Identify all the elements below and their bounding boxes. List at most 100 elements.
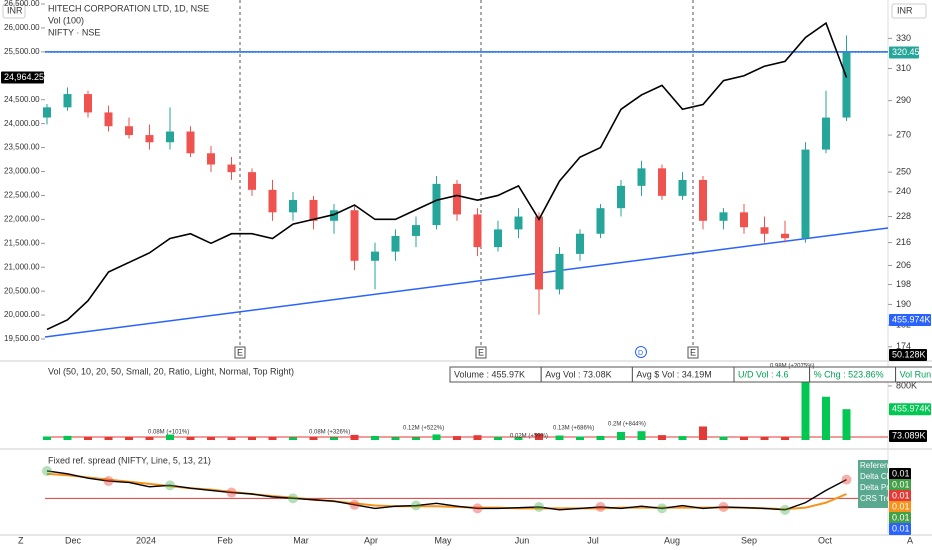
candle-body: [678, 179, 687, 196]
price-tag-label: 455.974K: [892, 314, 931, 324]
y2-tick-label: 310: [896, 63, 911, 73]
price-tag-label: 0.01: [892, 490, 910, 500]
volume-annotation: 0.2M (+844%): [608, 422, 646, 428]
candle-body: [43, 107, 51, 118]
volume-bar: [473, 435, 482, 440]
price-tag-label: 0.01: [892, 512, 910, 522]
signal-dot: [226, 487, 237, 498]
candle-body: [309, 199, 318, 221]
y-tick-label: 20,500.00: [4, 286, 40, 295]
event-label: E: [237, 347, 243, 357]
volume-bar: [699, 426, 707, 440]
volume-bar: [453, 436, 461, 440]
volume-bar: [617, 431, 625, 440]
x-tick-label: May: [434, 535, 452, 545]
stat-label: Avg $ Vol : 34.19M: [636, 369, 711, 379]
stat-label: U/D Vol : 4.6: [738, 369, 789, 379]
candle-body: [104, 112, 113, 127]
volume-annotation: 0.98M (+2075%) ...: [770, 364, 822, 370]
stat-cell: [895, 366, 932, 383]
candle-body: [289, 199, 297, 213]
candle-body: [637, 168, 646, 186]
volume-bar: [658, 435, 666, 440]
event-label: E: [478, 347, 484, 357]
signal-dot: [42, 465, 52, 476]
event-icon[interactable]: [687, 346, 699, 359]
legend-box: [858, 460, 888, 508]
y2-tick-label: 206: [896, 260, 911, 270]
volume-bar: [309, 437, 318, 440]
candle-body: [63, 94, 72, 108]
volume-bar: [104, 437, 113, 440]
stat-label: % Chg : 523.86%: [814, 369, 884, 379]
y-tick-label: 20,000.00: [4, 310, 40, 319]
price-tag-label: 455.974K: [892, 404, 931, 414]
signal-dot: [718, 501, 729, 512]
candle-body: [125, 126, 133, 136]
y2-tick-label: 198: [896, 279, 911, 289]
stat-label: Avg Vol : 73.08K: [545, 369, 611, 379]
volume-bar: [289, 437, 297, 440]
candle-body: [494, 229, 502, 248]
volume-bar: [248, 436, 256, 440]
event-label: D: [638, 350, 643, 357]
x-tick-label: Apr: [364, 535, 378, 545]
volume-bar: [596, 435, 605, 440]
compare-line: [46, 21, 848, 331]
volume-bar: [166, 434, 174, 440]
volume-bar: [84, 436, 92, 440]
y-tick-label: 21,000.00: [4, 262, 40, 271]
volume-bar: [125, 437, 133, 440]
volume-bar: [637, 431, 646, 440]
candle-body: [740, 212, 748, 228]
signal-dot: [472, 503, 483, 514]
volume-bar: [801, 373, 810, 440]
price-tag: [889, 46, 919, 59]
candle-body: [842, 52, 851, 118]
x-tick-label: Jun: [515, 535, 530, 545]
event-icon[interactable]: [234, 346, 246, 359]
y2-tick-label: 330: [896, 33, 911, 43]
candle-body: [514, 216, 523, 230]
y2-tick-label: 250: [896, 167, 911, 177]
volume-bar: [781, 436, 789, 440]
signal-dot: [595, 501, 606, 512]
event-icon[interactable]: [635, 346, 647, 358]
x-tick-label: Feb: [217, 535, 233, 545]
price-tag-label: 73.089K: [892, 430, 926, 440]
y2-tick-label: 174: [896, 341, 911, 351]
y-tick-label: 24,000.00: [4, 119, 40, 128]
candle-body: [535, 216, 543, 290]
volume-bar: [412, 437, 420, 440]
y-tick-label: 26,500.00: [4, 0, 40, 8]
candle-body: [186, 131, 195, 154]
volume-bar: [145, 437, 154, 440]
candle-body: [391, 235, 400, 252]
candle-body: [699, 179, 707, 221]
volume-bar: [350, 434, 359, 440]
volume-bar: [822, 396, 830, 440]
y-tick-label: 23,000.00: [4, 167, 40, 176]
price-tag-label: 24,964.25: [4, 72, 44, 82]
volume-bar: [494, 436, 502, 440]
event-icon[interactable]: [475, 346, 487, 359]
candle-body: [207, 153, 215, 165]
candle-body: [453, 183, 461, 215]
currency-box[interactable]: [891, 3, 927, 19]
y-tick-label: 23,500.00: [4, 143, 40, 152]
candle-body: [658, 168, 666, 196]
candle-body: [822, 117, 830, 150]
candle-body: [145, 135, 154, 143]
volume-bar: [842, 409, 851, 440]
x-tick-label: Oct: [818, 535, 833, 545]
volume-bar: [207, 437, 215, 440]
currency-box[interactable]: [2, 3, 26, 19]
volume-annotation: 0.02M (+59%): [510, 434, 548, 440]
candle-body: [760, 227, 769, 234]
y2-tick-label: 290: [896, 95, 911, 105]
spread-title: Fixed ref. spread (NIFTY, Line, 5, 13, 2…: [48, 455, 211, 465]
volume-bar: [371, 435, 379, 440]
y2-tick-label: 190: [896, 299, 911, 309]
price-tag: [889, 403, 931, 416]
volume-bar: [268, 436, 277, 440]
